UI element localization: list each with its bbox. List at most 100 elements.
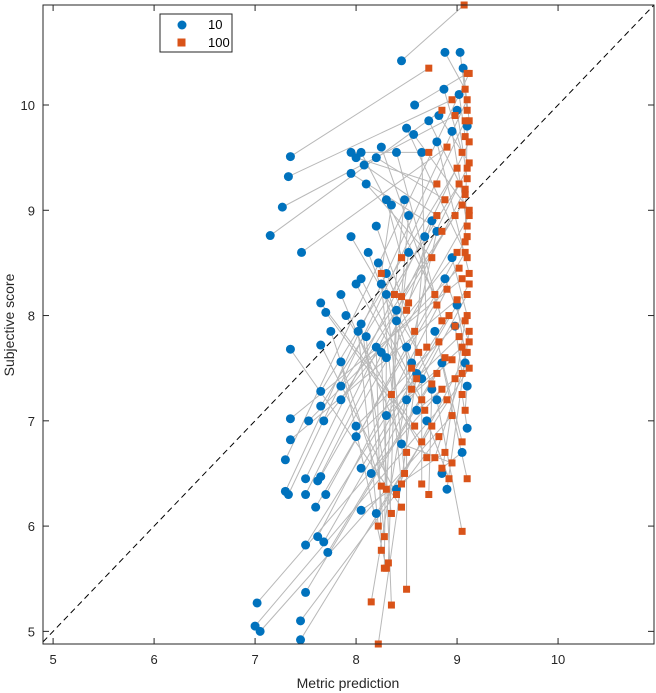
pair-line — [396, 352, 468, 490]
point-series-100 — [465, 159, 473, 167]
point-series-100 — [398, 254, 406, 262]
point-series-100 — [465, 117, 473, 125]
point-series-100 — [453, 164, 461, 172]
point-series-100 — [425, 491, 433, 499]
x-tick-label: 9 — [453, 652, 460, 667]
point-series-10 — [432, 395, 442, 405]
point-series-10 — [391, 147, 401, 157]
pair-line — [444, 52, 466, 90]
point-series-10 — [371, 221, 381, 231]
point-series-100 — [448, 412, 456, 420]
point-series-100 — [451, 112, 459, 120]
point-series-10 — [442, 484, 452, 494]
point-series-100 — [461, 133, 469, 141]
point-series-100 — [461, 190, 469, 198]
point-series-10 — [323, 547, 333, 557]
data-points — [250, 1, 473, 648]
pair-line — [421, 152, 428, 348]
point-series-10 — [346, 168, 356, 178]
point-series-100 — [435, 338, 443, 346]
point-series-100 — [398, 503, 406, 511]
point-series-10 — [397, 439, 407, 449]
point-series-100 — [405, 299, 413, 307]
point-series-10 — [316, 340, 326, 350]
point-series-100 — [455, 333, 463, 341]
pair-line — [380, 204, 392, 274]
point-series-10 — [316, 386, 326, 396]
point-series-10 — [371, 508, 381, 518]
point-series-10 — [376, 142, 386, 152]
pair-line — [401, 443, 453, 464]
point-series-10 — [386, 200, 396, 210]
point-series-100 — [403, 585, 411, 593]
point-series-10 — [420, 232, 430, 242]
point-series-10 — [454, 89, 464, 99]
point-series-10 — [316, 472, 326, 482]
y-axis-label: Subjective score — [1, 273, 17, 376]
point-series-100 — [441, 354, 449, 362]
point-series-10 — [410, 100, 420, 110]
point-series-10 — [412, 405, 422, 415]
point-series-100 — [448, 96, 456, 104]
pair-line — [441, 362, 468, 479]
point-series-100 — [438, 385, 446, 393]
point-series-10 — [285, 414, 295, 424]
y-tick-label: 9 — [28, 203, 35, 218]
point-series-100 — [458, 438, 466, 446]
point-series-10 — [402, 395, 412, 405]
plot-frame — [42, 4, 655, 645]
point-series-100 — [387, 601, 395, 609]
point-series-10 — [313, 532, 323, 542]
point-series-10 — [304, 416, 314, 426]
point-series-10 — [341, 311, 351, 321]
point-series-100 — [463, 348, 471, 356]
point-series-100 — [455, 180, 463, 188]
pair-line — [413, 134, 470, 211]
point-series-100 — [461, 238, 469, 246]
point-series-100 — [374, 522, 382, 530]
point-series-100 — [428, 254, 436, 262]
point-series-10 — [439, 84, 449, 94]
point-series-100 — [455, 264, 463, 272]
point-series-100 — [431, 454, 439, 462]
pair-line — [434, 362, 466, 458]
point-series-100 — [458, 369, 466, 377]
point-series-100 — [418, 396, 426, 404]
point-series-100 — [443, 143, 451, 151]
point-series-100 — [413, 375, 421, 383]
point-series-100 — [458, 201, 466, 209]
point-series-100 — [433, 301, 441, 309]
y-axis-ticks: 5 6 7 8 9 10 — [21, 98, 654, 639]
point-series-100 — [461, 248, 469, 256]
y-tick-label: 8 — [28, 309, 35, 324]
point-series-100 — [465, 212, 473, 220]
point-series-10 — [361, 332, 371, 342]
point-series-10 — [462, 381, 472, 391]
y-tick-label: 10 — [21, 98, 35, 113]
point-series-10 — [353, 326, 363, 336]
pair-line — [305, 315, 450, 546]
point-series-100 — [398, 293, 406, 301]
point-series-10 — [404, 247, 414, 257]
point-series-100 — [465, 269, 473, 277]
point-series-100 — [428, 380, 436, 388]
point-series-10 — [351, 432, 361, 442]
point-series-100 — [463, 222, 471, 230]
point-series-100 — [438, 464, 446, 472]
point-series-10 — [462, 423, 472, 433]
point-series-10 — [455, 47, 465, 57]
point-series-100 — [465, 280, 473, 288]
point-series-100 — [461, 185, 469, 193]
point-series-10 — [356, 147, 366, 157]
point-series-100 — [418, 438, 426, 446]
point-series-10 — [351, 279, 361, 289]
pair-line — [315, 252, 466, 508]
point-series-10 — [376, 279, 386, 289]
point-series-100 — [408, 364, 416, 372]
point-series-100 — [465, 138, 473, 146]
point-series-100 — [398, 480, 406, 488]
pair-line — [451, 257, 468, 316]
point-series-10 — [356, 505, 366, 515]
point-series-100 — [463, 475, 471, 483]
point-series-100 — [411, 327, 419, 335]
